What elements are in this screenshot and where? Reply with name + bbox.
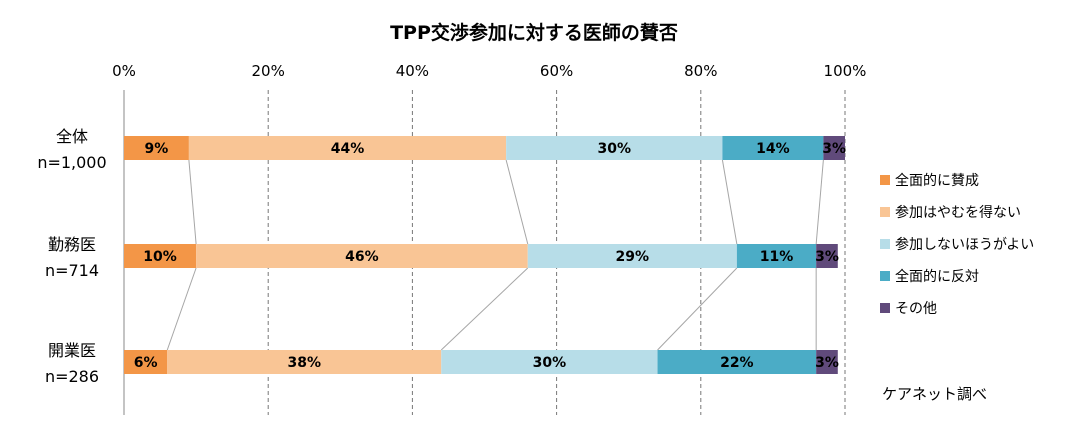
legend-swatch (880, 239, 890, 249)
legend-swatch (880, 175, 890, 185)
series-line (657, 267, 738, 351)
bar-value-label: 3% (815, 249, 839, 265)
x-axis-ticks: 0% 20% 40% 60% 80% 100% (112, 62, 866, 80)
series-line (721, 159, 738, 245)
bar-value-label: 6% (134, 355, 158, 371)
legend-label: 参加はやむを得ない (895, 204, 1021, 221)
series-line (166, 267, 197, 351)
bar-segment (188, 136, 507, 160)
series-lines (166, 159, 824, 351)
x-tick-label: 40% (396, 62, 429, 80)
category-label: 開業医 (48, 341, 96, 360)
bar-value-label: 9% (145, 141, 169, 157)
bar-value-label: 3% (815, 355, 839, 371)
chart-title: TPP交渉参加に対する医師の賛否 (390, 21, 678, 44)
bar-segment (506, 136, 723, 160)
bar-value-label: 10% (143, 249, 177, 265)
series-line (815, 159, 824, 245)
bar-value-label: 11% (760, 249, 794, 265)
category-n-label: n=1,000 (37, 153, 106, 172)
category-label: 全体 (56, 127, 88, 146)
bar-segment (527, 244, 737, 268)
category-n-label: n=286 (45, 367, 99, 386)
bar-segment (816, 350, 838, 374)
series-line (505, 159, 529, 245)
bar-value-label: 46% (345, 249, 379, 265)
category-n-label: n=714 (45, 261, 99, 280)
legend-swatch (880, 303, 890, 313)
bar-segment (124, 244, 197, 268)
series-line (188, 159, 197, 245)
legend-label: 全面的に反対 (895, 268, 979, 285)
bar-value-label: 14% (756, 141, 790, 157)
bar-value-label: 44% (331, 141, 365, 157)
legend-label: 全面的に賛成 (895, 172, 979, 189)
x-tick-label: 60% (540, 62, 573, 80)
legend-label: その他 (895, 301, 937, 317)
legend-swatch (880, 207, 890, 217)
bar-segment (196, 244, 528, 268)
bar-value-label: 30% (598, 141, 632, 157)
legend-swatch (880, 271, 890, 281)
bar-segment (124, 136, 189, 160)
source-note: ケアネット調べ (882, 385, 987, 403)
x-tick-label: 100% (824, 62, 867, 80)
bar-segment (722, 136, 824, 160)
bar-segment (167, 350, 442, 374)
x-tick-label: 80% (684, 62, 717, 80)
bar-value-label: 3% (822, 141, 846, 157)
bar-value-label: 30% (533, 355, 567, 371)
bars: 9% 44% 30% 14% 3% 10% 46% 29% 11% 3% 6% 38% 30% 22% 3% (124, 136, 846, 374)
bar-segment (736, 244, 817, 268)
legend-label: 参加しないほうがよい (895, 236, 1034, 253)
x-tick-label: 20% (252, 62, 285, 80)
bar-segment (441, 350, 658, 374)
bar-value-label: 38% (287, 355, 321, 371)
series-line (440, 267, 529, 351)
x-tick-label: 0% (112, 62, 136, 80)
category-labels: 全体 n=1,000 勤務医 n=714 開業医 n=286 (37, 127, 106, 386)
bar-value-label: 29% (616, 249, 650, 265)
category-label: 勤務医 (48, 235, 96, 254)
bar-segment (823, 136, 845, 160)
bar-value-label: 22% (720, 355, 754, 371)
bar-segment (816, 244, 838, 268)
bar-segment (124, 350, 168, 374)
bar-segment (657, 350, 817, 374)
